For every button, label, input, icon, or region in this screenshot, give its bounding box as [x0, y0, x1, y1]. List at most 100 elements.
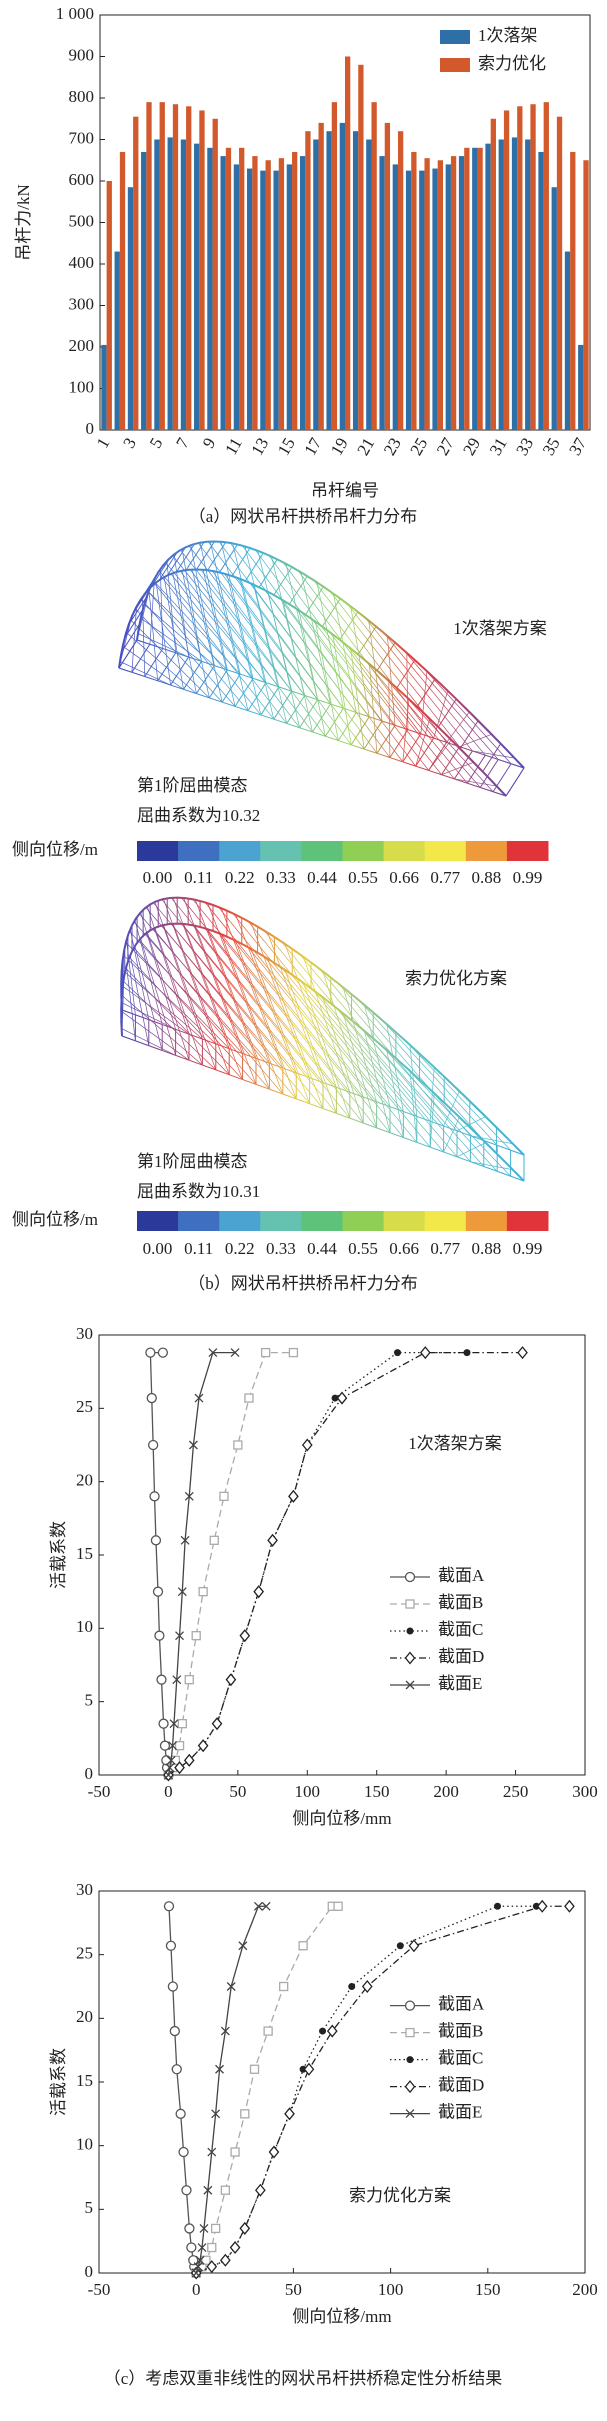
deck-beam: [131, 643, 151, 673]
marker: [220, 2185, 231, 2195]
hanger: [126, 632, 197, 694]
deck-beam: [170, 656, 190, 686]
marker: [288, 1489, 299, 1503]
legend-label: 截面B: [438, 1593, 483, 1612]
bar: [292, 151, 298, 430]
hanger: [315, 621, 339, 741]
x-tick-label: 100: [295, 1782, 321, 1801]
bar: [146, 102, 152, 431]
hanger: [197, 542, 318, 700]
hanger: [381, 1045, 498, 1172]
colorbar-segment: [137, 1211, 179, 1231]
hanger: [383, 632, 486, 756]
hanger: [404, 1040, 511, 1151]
hanger: [446, 711, 470, 743]
brace: [124, 609, 144, 638]
y-tick-label: 10: [76, 1617, 93, 1636]
colorbar-segment: [137, 841, 179, 861]
y-tick-label: 20: [76, 2007, 93, 2026]
hanger: [121, 995, 203, 1066]
hanger: [232, 913, 391, 1107]
deck-beam: [234, 678, 254, 707]
x-tick-label: 100: [378, 2280, 404, 2299]
bar: [564, 251, 571, 430]
hanger: [140, 912, 176, 1030]
legend-label: 截面D: [438, 2076, 484, 2095]
hanger: [121, 969, 203, 1040]
colorbar-label: 侧向位移/m: [12, 1210, 98, 1229]
hanger: [133, 947, 257, 1085]
marker: [169, 1719, 179, 1729]
marker: [168, 1741, 178, 1751]
hanger: [129, 957, 243, 1080]
marker: [209, 1535, 219, 1545]
brace: [273, 566, 293, 596]
marker: [406, 1627, 414, 1635]
hanger: [161, 925, 310, 1104]
bar: [133, 116, 139, 431]
marker: [208, 1348, 218, 1358]
x-tick-label: 200: [433, 1782, 459, 1801]
hanger: [154, 583, 262, 716]
hanger: [119, 661, 171, 686]
hanger: [123, 980, 217, 1071]
hanger: [267, 932, 324, 1083]
hanger: [140, 598, 236, 707]
hanger: [318, 994, 458, 1158]
marker: [301, 1438, 313, 1452]
hanger: [263, 956, 418, 1143]
hanger: [218, 906, 377, 1103]
marker: [396, 1942, 404, 1950]
marker: [195, 2255, 205, 2265]
series-line: [195, 1905, 339, 2274]
hanger: [170, 897, 324, 1083]
marker: [157, 1347, 169, 1358]
hanger: [333, 593, 357, 713]
marker: [225, 1673, 237, 1687]
x-tick-label: 250: [503, 1782, 529, 1801]
bar: [358, 64, 364, 431]
bar: [207, 147, 213, 431]
bar: [286, 164, 293, 430]
colorbar-segment: [178, 1211, 220, 1231]
colorbar-tick-label: 0.99: [513, 868, 543, 887]
hanger: [125, 942, 230, 1049]
marker: [184, 1491, 194, 1501]
bar: [159, 102, 165, 431]
marker: [194, 1393, 204, 1403]
colorbar-tick-label: 0.55: [348, 1239, 378, 1258]
hanger: [359, 1001, 485, 1141]
bar: [278, 158, 285, 431]
hanger: [155, 582, 171, 686]
bar: [485, 143, 491, 430]
hanger: [172, 573, 197, 694]
hanger: [148, 589, 159, 681]
hanger: [384, 677, 481, 788]
colorbar-segment: [342, 841, 385, 861]
y-tick-label: 20: [76, 1471, 93, 1490]
bar: [445, 164, 451, 430]
hanger: [118, 667, 158, 682]
hanger: [303, 982, 351, 1119]
hanger: [510, 763, 525, 769]
x-tick-label: 0: [164, 1782, 173, 1801]
colorbar-tick-label: 0.33: [266, 1239, 296, 1258]
factor-label: 屈曲系数为10.31: [137, 1182, 260, 1201]
colorbar-segment: [301, 1211, 343, 1231]
colorbar-tick-label: 0.22: [225, 868, 255, 887]
hanger: [139, 913, 270, 1064]
marker: [230, 1348, 240, 1358]
bridge-model: [120, 896, 525, 1182]
hanger: [139, 939, 270, 1090]
hanger: [224, 573, 352, 746]
hanger: [404, 695, 494, 792]
brace: [167, 547, 186, 576]
colorbar-segment: [383, 841, 426, 861]
marker: [260, 1347, 271, 1358]
brace: [231, 547, 251, 577]
marker: [564, 1899, 575, 1913]
marker: [255, 2183, 266, 2197]
bar: [371, 102, 377, 431]
marker: [199, 2223, 209, 2233]
hanger: [443, 686, 525, 769]
